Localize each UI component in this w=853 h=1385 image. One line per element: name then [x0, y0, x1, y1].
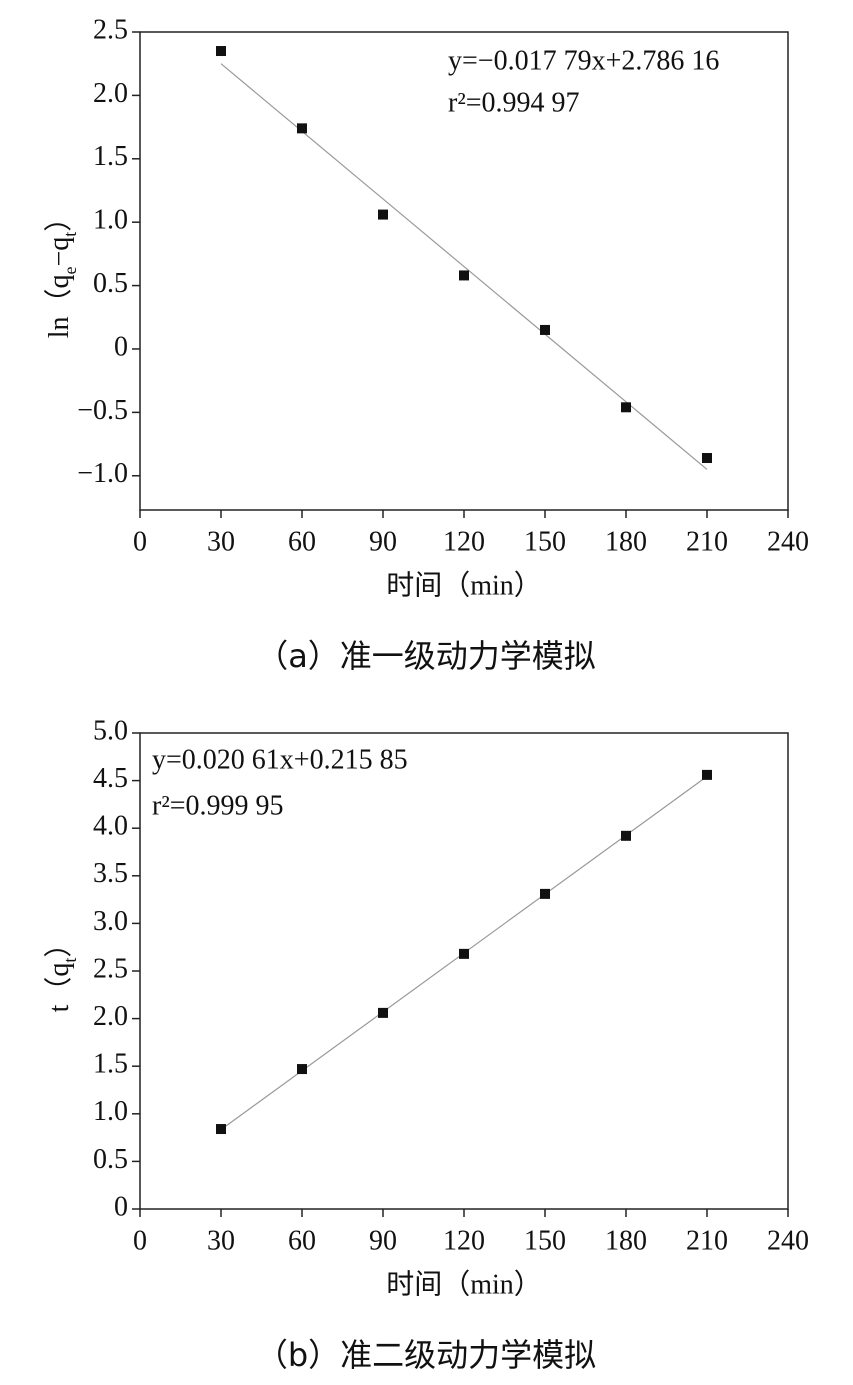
- x-axis-label: 时间（min）: [386, 1268, 542, 1300]
- y-axis-label-part: −q: [44, 237, 75, 267]
- y-tick-label: 0: [114, 1191, 128, 1222]
- caption: （b）准二级动力学模拟: [256, 1336, 596, 1374]
- x-tick-label: 90: [369, 526, 397, 557]
- y-axis-label-part: t（q: [43, 963, 75, 1013]
- y-tick-label: 1.5: [93, 1049, 128, 1080]
- y-tick-label: 4.5: [93, 763, 128, 794]
- x-tick-label: 30: [207, 1225, 235, 1256]
- data-point: [216, 1124, 226, 1135]
- y-axis-label: t（qt）: [43, 930, 80, 1013]
- x-tick-label: 240: [767, 1225, 809, 1256]
- x-tick-label: 240: [767, 526, 809, 557]
- data-point: [378, 209, 388, 220]
- data-point: [297, 123, 307, 134]
- annotation: y=0.020 61x+0.215 85: [152, 744, 408, 775]
- data-point: [297, 1064, 307, 1075]
- y-axis-label-part: ln（q: [43, 275, 75, 339]
- y-axis-label-part: ）: [43, 930, 75, 958]
- x-tick-label: 150: [524, 1225, 566, 1256]
- data-point: [459, 948, 469, 959]
- y-tick-label: 2.5: [93, 14, 128, 45]
- data-point: [621, 402, 631, 413]
- x-tick-label: 180: [605, 526, 647, 557]
- y-axis-label-part: t: [60, 958, 80, 963]
- y-tick-label: 3.5: [93, 858, 128, 889]
- annotation: r²=0.999 95: [152, 790, 284, 821]
- caption: （a）准一级动力学模拟: [256, 637, 596, 675]
- data-point: [378, 1007, 388, 1018]
- y-tick-label: 0.5: [93, 1144, 128, 1175]
- x-tick-label: 210: [686, 526, 728, 557]
- fit-line: [220, 63, 708, 470]
- y-tick-label: 0.5: [93, 268, 128, 299]
- y-tick-label: −0.5: [77, 395, 128, 426]
- y-tick-label: 4.0: [93, 811, 128, 842]
- data-point: [621, 830, 631, 841]
- x-tick-label: 210: [686, 1225, 728, 1256]
- data-point: [702, 453, 712, 464]
- x-tick-label: 150: [524, 526, 566, 557]
- y-axis-label-part: ）: [43, 204, 75, 232]
- y-axis-label: ln（qe−qt）: [43, 204, 80, 339]
- x-tick-label: 60: [288, 1225, 316, 1256]
- y-tick-label: 1.0: [93, 1096, 128, 1127]
- y-tick-label: −1.0: [77, 458, 128, 489]
- annotation: r²=0.994 97: [448, 87, 580, 118]
- y-tick-label: 2.0: [93, 78, 128, 109]
- data-point: [540, 888, 550, 899]
- y-tick-label: 2.0: [93, 1001, 128, 1032]
- x-tick-label: 120: [443, 1225, 485, 1256]
- x-tick-label: 60: [288, 526, 316, 557]
- y-tick-label: 1.0: [93, 205, 128, 236]
- x-tick-label: 180: [605, 1225, 647, 1256]
- data-point: [216, 46, 226, 57]
- y-axis-label-part: t: [60, 232, 80, 237]
- x-axis-label: 时间（min）: [386, 569, 542, 601]
- x-tick-label: 30: [207, 526, 235, 557]
- y-tick-label: 0: [114, 331, 128, 362]
- y-tick-label: 1.5: [93, 141, 128, 172]
- y-axis-label-part: e: [60, 267, 80, 275]
- x-tick-label: 0: [133, 1225, 147, 1256]
- annotation: y=−0.017 79x+2.786 16: [448, 45, 719, 76]
- x-tick-label: 90: [369, 1225, 397, 1256]
- data-point: [702, 769, 712, 780]
- y-tick-label: 5.0: [93, 715, 128, 746]
- x-tick-label: 0: [133, 526, 147, 557]
- y-tick-label: 2.5: [93, 953, 128, 984]
- data-point: [459, 270, 469, 281]
- y-tick-label: 3.0: [93, 906, 128, 937]
- x-tick-label: 120: [443, 526, 485, 557]
- data-point: [540, 324, 550, 335]
